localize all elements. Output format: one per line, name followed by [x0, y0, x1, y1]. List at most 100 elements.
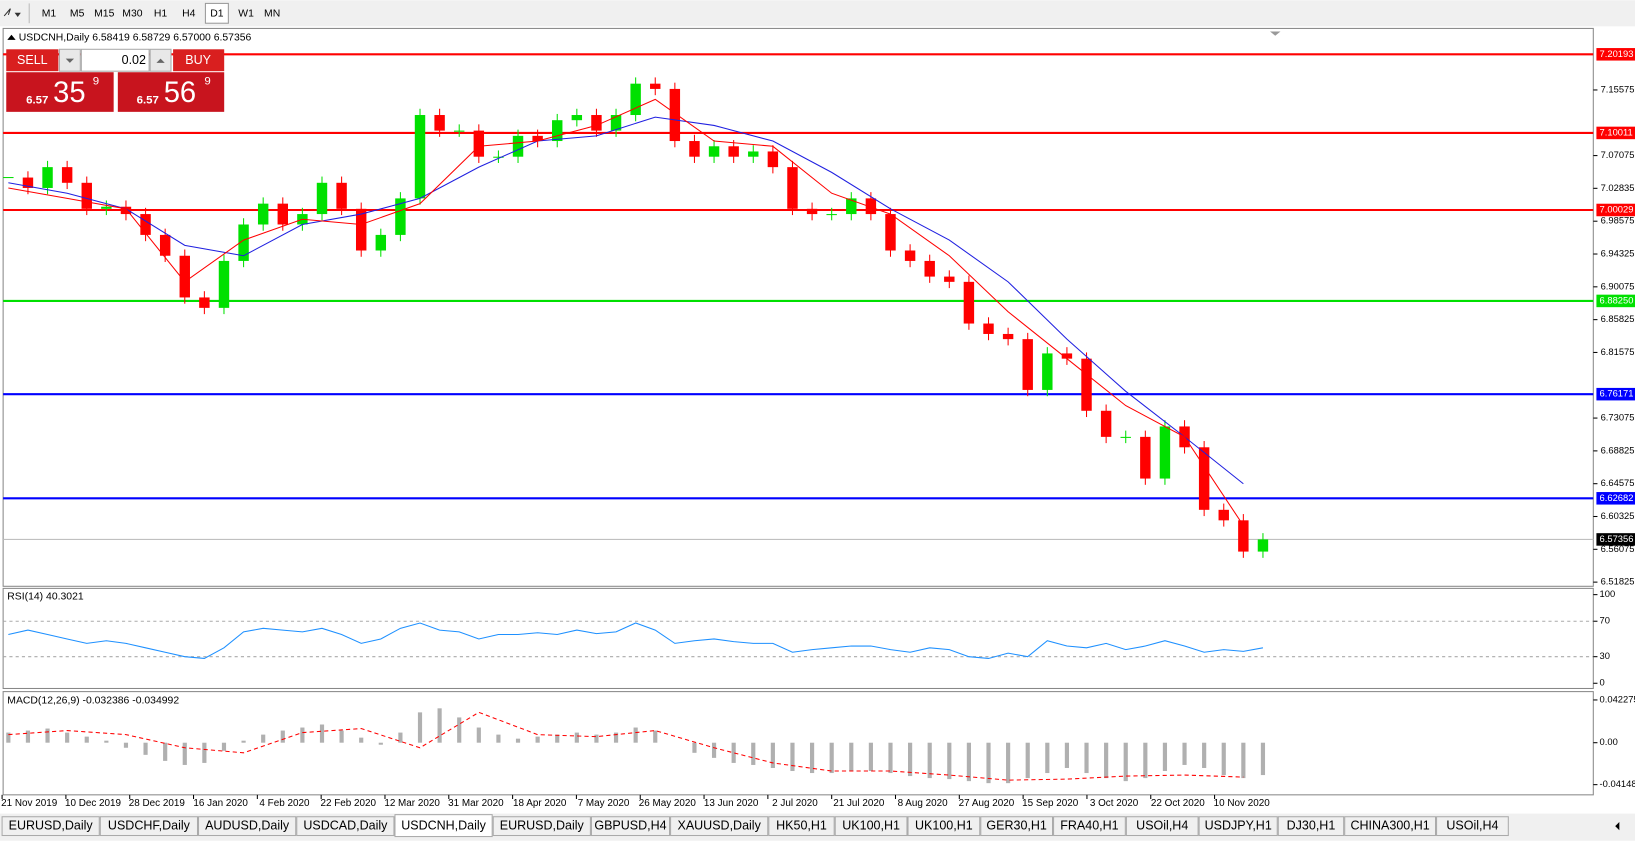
sell-price-prefix: 6.57 [26, 94, 48, 106]
tab[interactable] [670, 816, 769, 837]
level-tag [1596, 126, 1635, 140]
candle [22, 177, 34, 188]
tab[interactable] [590, 816, 671, 837]
y-tick-label: -0.04148 [1600, 779, 1635, 789]
trade-panel: SELL 0.02 BUY 6.57 35 9 6.57 56 9 [6, 48, 225, 112]
candle [689, 141, 700, 157]
tab-label: USDCAD,Daily [303, 818, 388, 832]
x-tick-label: 31 Mar 2020 [448, 798, 504, 809]
macd-bar [711, 742, 717, 758]
macd-label: MACD(12,26,9) -0.032386 -0.034992 [7, 696, 179, 707]
tab[interactable] [980, 816, 1054, 837]
price-panel [2, 27, 1594, 587]
macd-bar [653, 730, 658, 743]
collapse-icon[interactable] [7, 34, 16, 40]
rsi-line [8, 622, 1264, 659]
sell-price-sup: 9 [93, 76, 99, 88]
candle [1042, 353, 1053, 390]
tab[interactable] [1, 816, 100, 837]
timeframe-button[interactable]: W1 [238, 9, 254, 20]
tab[interactable] [99, 816, 199, 837]
level-label: 6.62682 [1600, 493, 1634, 503]
x-tick-label: 22 Oct 2020 [1151, 798, 1205, 809]
tab[interactable] [492, 816, 591, 837]
buy-price-box[interactable] [117, 72, 225, 112]
macd-bar [1162, 742, 1168, 772]
macd-bar [849, 742, 854, 772]
macd-bar [6, 732, 11, 743]
timeframe-button[interactable]: M15 [94, 9, 114, 20]
timeframe-button[interactable]: M30 [122, 9, 142, 20]
x-tick-label: 2 Jul 2020 [772, 798, 818, 809]
sell-price-big: 35 [53, 77, 85, 109]
y-tick-label: 6.51825 [1601, 577, 1635, 587]
current-price-label: 6.57356 [1600, 534, 1634, 544]
candle [963, 281, 975, 324]
tab-scroll-left[interactable] [1615, 821, 1620, 831]
macd-bar [319, 724, 325, 743]
sell-price-box[interactable] [6, 72, 114, 112]
tab-label: EURUSD,Daily [500, 818, 585, 832]
macd-bar [888, 742, 893, 774]
macd-bar [1006, 742, 1011, 784]
timeframe-button[interactable]: M5 [70, 9, 85, 20]
x-tick-label: 27 Aug 2020 [959, 798, 1015, 809]
macd-bar [476, 727, 481, 743]
candle [944, 276, 955, 282]
candle [1002, 333, 1014, 340]
candle [904, 250, 916, 261]
timeframe-button[interactable]: H1 [154, 9, 168, 20]
tab[interactable] [1125, 816, 1199, 837]
tab[interactable] [198, 816, 297, 837]
candle [767, 151, 779, 168]
macd-bar [751, 742, 756, 765]
tab-active[interactable] [394, 814, 493, 838]
macd-bar [535, 736, 540, 743]
candle [355, 208, 367, 251]
candle [532, 135, 543, 142]
macd-bar [1260, 742, 1266, 776]
macd-bar [1221, 742, 1226, 776]
ma-fast [8, 98, 1244, 526]
buy-button[interactable] [173, 49, 225, 72]
timeframe-button[interactable]: H4 [182, 9, 196, 20]
sell-button[interactable] [6, 49, 59, 72]
level-tag [1596, 387, 1635, 401]
timeframe-button[interactable]: M1 [42, 9, 57, 20]
level-tag [1596, 294, 1635, 308]
macd-bar [202, 742, 207, 763]
chart-layer [3, 53, 1594, 784]
macd-bar [1241, 742, 1246, 779]
tool-icon[interactable] [3, 8, 11, 17]
y-tick-label: 7.15575 [1601, 84, 1635, 94]
lot-input[interactable] [80, 48, 150, 72]
tab[interactable] [1344, 816, 1437, 837]
x-tick-label: 21 Nov 2019 [1, 798, 58, 809]
sell-label: SELL [17, 53, 48, 67]
tool-dropdown[interactable] [14, 12, 21, 17]
chart-header: USDCNH,Daily 6.58419 6.58729 6.57000 6.5… [19, 33, 252, 44]
candle [846, 198, 857, 215]
tab[interactable] [1198, 816, 1278, 837]
level-label: 6.88250 [1600, 295, 1634, 305]
candle [120, 206, 132, 215]
timeframe-button[interactable]: D1 [210, 9, 224, 20]
tab[interactable] [1277, 816, 1345, 837]
macd-bar [241, 740, 246, 743]
tab-label: GER30,H1 [986, 818, 1046, 832]
tab[interactable] [296, 816, 395, 837]
y-tick-label: 100 [1600, 589, 1616, 599]
candle [101, 206, 112, 209]
tab[interactable] [1436, 816, 1509, 837]
tab[interactable] [834, 816, 908, 837]
timeframe-button[interactable]: MN [264, 9, 280, 20]
candle [257, 203, 269, 225]
macd-bar [731, 742, 736, 763]
candle [1238, 520, 1249, 552]
x-tick-label: 12 Mar 2020 [384, 798, 440, 809]
y-tick-label: 6.68825 [1601, 445, 1635, 455]
tab-scroll[interactable] [1605, 816, 1635, 836]
tab[interactable] [907, 816, 981, 837]
tab[interactable] [1053, 816, 1126, 837]
tab[interactable] [768, 816, 835, 837]
